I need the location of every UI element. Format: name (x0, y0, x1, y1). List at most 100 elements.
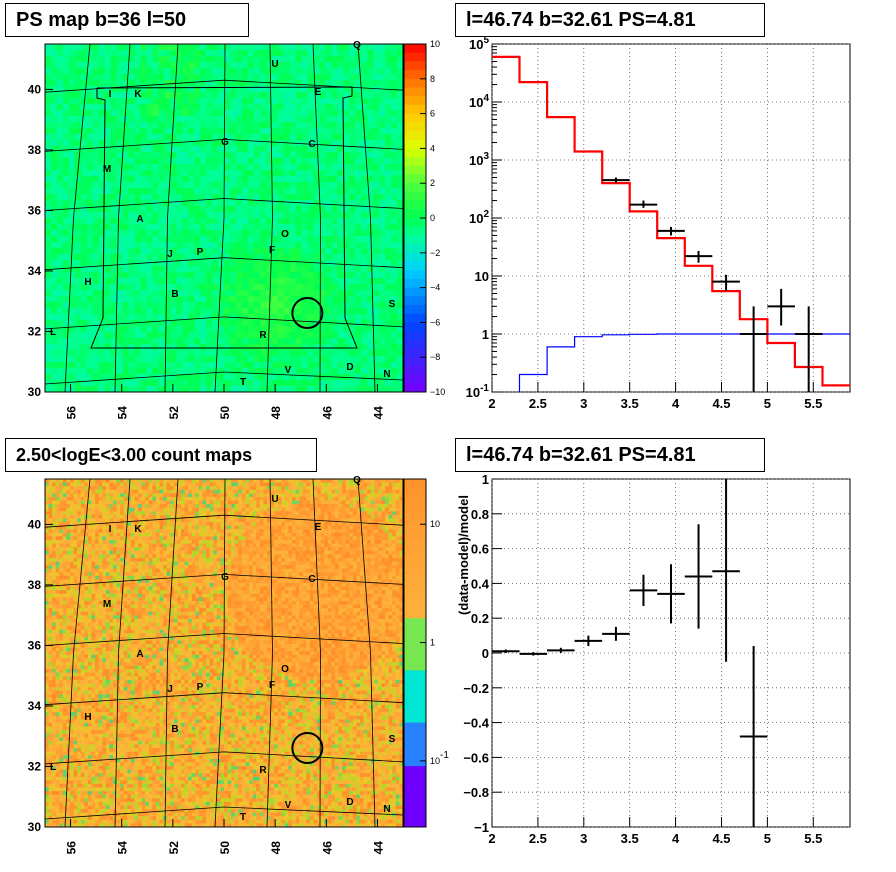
y-tick-label: 10-1 (466, 383, 490, 400)
y-tick-label: 32 (28, 324, 42, 338)
colorbar-tick-label: −4 (430, 283, 440, 293)
y-tick-label: −0.2 (463, 681, 489, 696)
colorbar-tick-label: −10 (430, 387, 445, 397)
data-point (767, 288, 795, 326)
y-tick-label: 34 (28, 264, 42, 278)
source-label: G (221, 137, 229, 148)
x-tick-label: 48 (269, 406, 283, 420)
source-label: I (109, 524, 112, 535)
y-tick-label: 40 (28, 82, 42, 96)
y-tick-label: 10 (475, 269, 489, 284)
y-tick-label: 103 (469, 151, 489, 168)
coordinate-grid-line (44, 198, 404, 211)
coordinate-grid-line (44, 371, 404, 385)
colorbar-tick-label: 4 (430, 143, 435, 153)
residual-title: l=46.74 b=32.61 PS=4.81 (455, 438, 765, 472)
data-point (657, 226, 685, 236)
coordinate-grid-line (44, 514, 404, 528)
map2-grid (44, 478, 404, 828)
coordinate-grid-line (164, 43, 179, 393)
coordinate-grid-line (357, 478, 376, 828)
y-tick-label: 102 (469, 209, 489, 226)
colorbar-tick-label: 10-1 (430, 750, 449, 766)
coordinate-grid-line (44, 257, 404, 271)
coordinate-grid-line (312, 43, 321, 393)
source-label: Q (353, 40, 361, 51)
x-tick-label: 5.5 (804, 396, 822, 411)
y-tick-label: 32 (28, 759, 42, 773)
source-label: F (269, 245, 275, 256)
coordinate-grid-line (64, 478, 91, 828)
source-label: S (389, 299, 396, 310)
candidate-circle (291, 297, 324, 330)
source-label: V (285, 365, 292, 376)
x-tick-label: 5 (764, 396, 771, 411)
source-label: J (167, 249, 173, 260)
x-tick-label: 3 (580, 831, 587, 846)
spectrum-title: l=46.74 b=32.61 PS=4.81 (455, 3, 765, 37)
residual-axes: 2 2.5 3 3.5 4 4.5 5 5.5 (data-model)/model (456, 478, 851, 846)
coordinate-grid-line (214, 43, 226, 393)
residual-point (574, 635, 603, 647)
source-label: S (389, 734, 396, 745)
y-tick-label: 38 (28, 578, 42, 592)
y-tick-label: 0.4 (471, 576, 490, 591)
colorbar-tick-label: 0 (430, 213, 435, 223)
colorbar-tick-label: 8 (430, 74, 435, 84)
source-label: A (136, 649, 143, 660)
coordinate-grid-line (266, 478, 273, 828)
x-tick-label: 52 (167, 406, 181, 420)
y-tick-label: −1 (474, 820, 489, 835)
source-label: V (285, 800, 292, 811)
coordinate-grid-line (357, 43, 376, 393)
data-point (794, 306, 823, 392)
coordinate-grid-line (214, 478, 226, 828)
map2-colorbar (403, 478, 427, 828)
source-label: R (259, 330, 267, 341)
source-label: B (171, 289, 178, 300)
source-label: O (281, 664, 289, 675)
colorbar-tick-label: −6 (430, 317, 440, 327)
source-label: C (308, 139, 315, 150)
x-tick-label: 46 (320, 841, 334, 855)
coordinate-grid-line (44, 316, 404, 330)
source-label: T (240, 812, 246, 823)
x-tick-label: 3 (580, 396, 587, 411)
y-tick-label: 40 (28, 517, 42, 531)
data-point (602, 177, 630, 184)
y-axis-label: (data-model)/model (456, 495, 471, 615)
model-histogram (492, 55, 850, 387)
x-tick-label: 2.5 (529, 831, 547, 846)
coordinate-grid-line (44, 633, 404, 646)
source-label: I (109, 89, 112, 100)
coordinate-grid-line (44, 692, 404, 706)
source-label: K (134, 89, 142, 100)
residual-point (739, 646, 768, 827)
source-label: A (136, 214, 143, 225)
x-tick-label: 3.5 (621, 831, 639, 846)
x-tick-label: 48 (269, 841, 283, 855)
map2-plot: Q U I K E G C M A O J P F H B S L R D V T N 56 54 52 50 48 46 44 30 32… (28, 475, 427, 855)
y-tick-label: 1 (482, 327, 489, 342)
y-tick-label: −0.6 (463, 750, 489, 765)
coordinate-grid-line (164, 478, 179, 828)
colorbar-tick-label: 6 (430, 109, 435, 119)
y-tick-label: 104 (469, 93, 489, 110)
x-tick-label: 50 (218, 406, 232, 420)
x-tick-label: 2.5 (529, 396, 547, 411)
source-label: Q (353, 475, 361, 486)
data-point (684, 250, 713, 263)
y-tick-label: 30 (28, 820, 42, 834)
coordinate-grid-line (44, 751, 404, 765)
residual-point (657, 564, 685, 624)
residual-point (629, 574, 658, 607)
y-tick-label: −0.4 (463, 716, 489, 731)
colorbar-tick-label: 10 (430, 39, 440, 49)
source-label: P (197, 247, 204, 258)
x-tick-label: 54 (116, 406, 130, 420)
source-label: L (50, 762, 56, 773)
residual-frame (491, 478, 851, 828)
y-tick-label: 38 (28, 143, 42, 157)
coordinate-grid-line (44, 806, 404, 820)
source-label: U (271, 494, 278, 505)
